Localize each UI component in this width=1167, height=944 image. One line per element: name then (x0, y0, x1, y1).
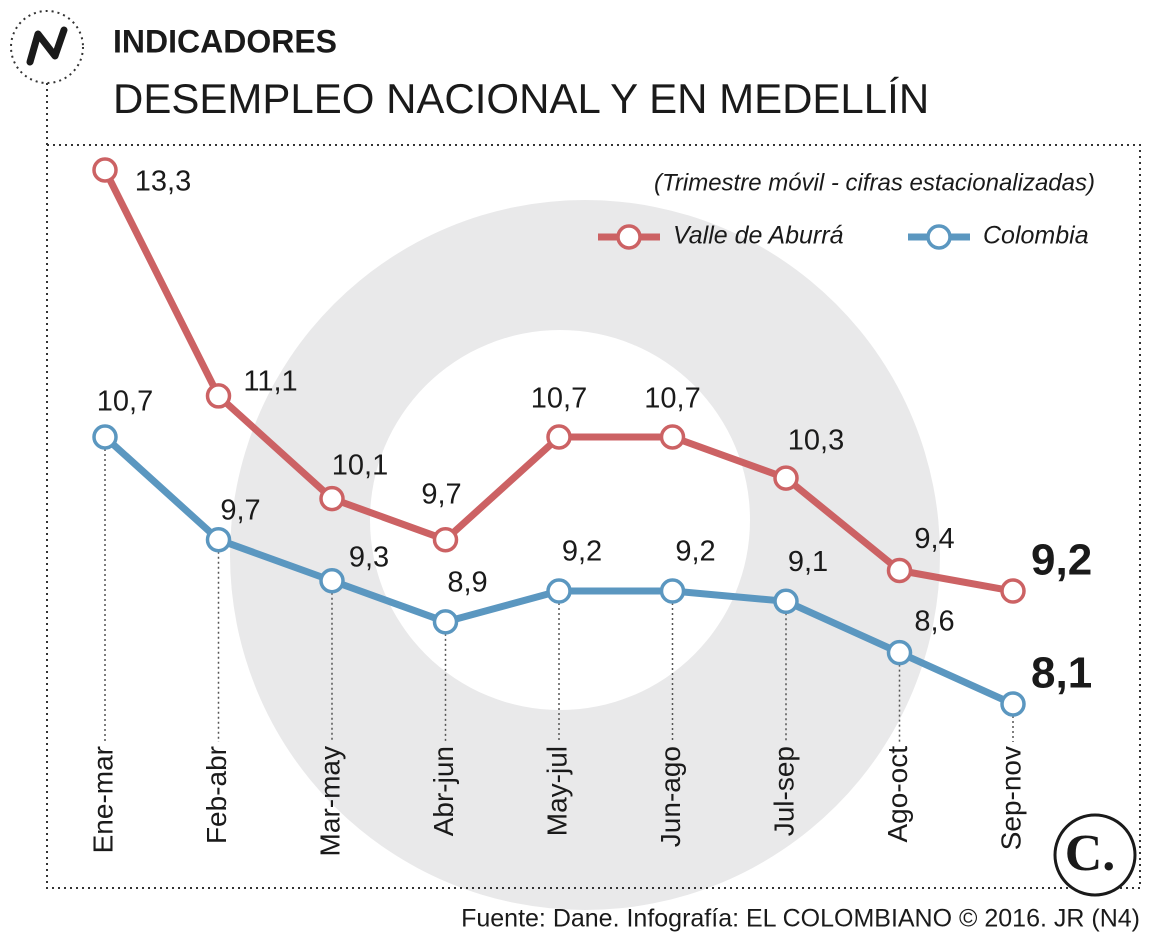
data-label: 9,2 (1031, 536, 1092, 585)
data-label: 10,3 (788, 425, 844, 457)
icon-ring (10, 10, 84, 84)
data-label: 11,1 (243, 366, 297, 398)
chart-title: DESEMPLEO NACIONAL Y EN MEDELLÍN (113, 75, 929, 122)
data-label: 9,7 (220, 494, 260, 526)
logo-letter: C. (1065, 825, 1116, 882)
frame (46, 144, 1141, 889)
point (1000, 691, 1026, 717)
x-tick-label: Jun-ago (655, 746, 686, 847)
point (886, 639, 913, 666)
x-tick-label: Feb-abr (201, 746, 232, 844)
x-tick-label: May-jul (541, 746, 572, 836)
data-label: 9,2 (562, 536, 602, 568)
point (659, 578, 686, 604)
point (319, 568, 345, 594)
data-label: 9,7 (421, 478, 461, 510)
point (659, 424, 686, 450)
x-tick-label: Ago-oct (882, 746, 913, 843)
data-label: 9,4 (914, 523, 954, 555)
x-tick-label: Sep-nov (995, 746, 1026, 850)
point (773, 465, 799, 491)
data-label: 8,9 (447, 567, 487, 599)
point (546, 424, 572, 450)
legend-label: Valle de Aburrá (673, 222, 844, 250)
data-label: 10,7 (97, 386, 153, 418)
point (546, 578, 572, 604)
x-tick-label: Ene-mar (87, 746, 118, 853)
point (205, 383, 232, 409)
subtitle: (Trimestre móvil - cifras estacionalizad… (654, 169, 1095, 196)
point (92, 424, 118, 450)
legend-marker (616, 224, 642, 250)
icon (26, 26, 68, 66)
x-tick-label: Jul-sep (768, 746, 799, 836)
data-label: 10,1 (332, 449, 388, 481)
point (205, 526, 232, 553)
data-label: 8,1 (1031, 649, 1092, 698)
data-label: 9,2 (675, 536, 715, 568)
x-tick-label: Mar-may (314, 746, 345, 856)
x-tick-label: Abr-jun (428, 746, 459, 836)
data-label: 10,7 (644, 383, 700, 415)
point (886, 557, 913, 584)
data-label: 10,7 (531, 383, 587, 415)
data-label: 13,3 (135, 166, 191, 198)
point (1000, 578, 1026, 604)
data-label: 9,1 (788, 546, 828, 578)
legend-label: Colombia (983, 222, 1089, 250)
logo (1053, 813, 1137, 897)
data-label: 9,3 (349, 541, 389, 573)
point (432, 609, 459, 635)
data-label: 8,6 (914, 605, 954, 637)
point (773, 588, 799, 615)
header: INDICADORES (113, 23, 337, 59)
point (432, 526, 459, 553)
legend-marker (926, 224, 952, 250)
point (319, 485, 345, 512)
source: Fuente: Dane. Infografía: EL COLOMBIANO … (461, 905, 1140, 933)
point (92, 157, 118, 183)
